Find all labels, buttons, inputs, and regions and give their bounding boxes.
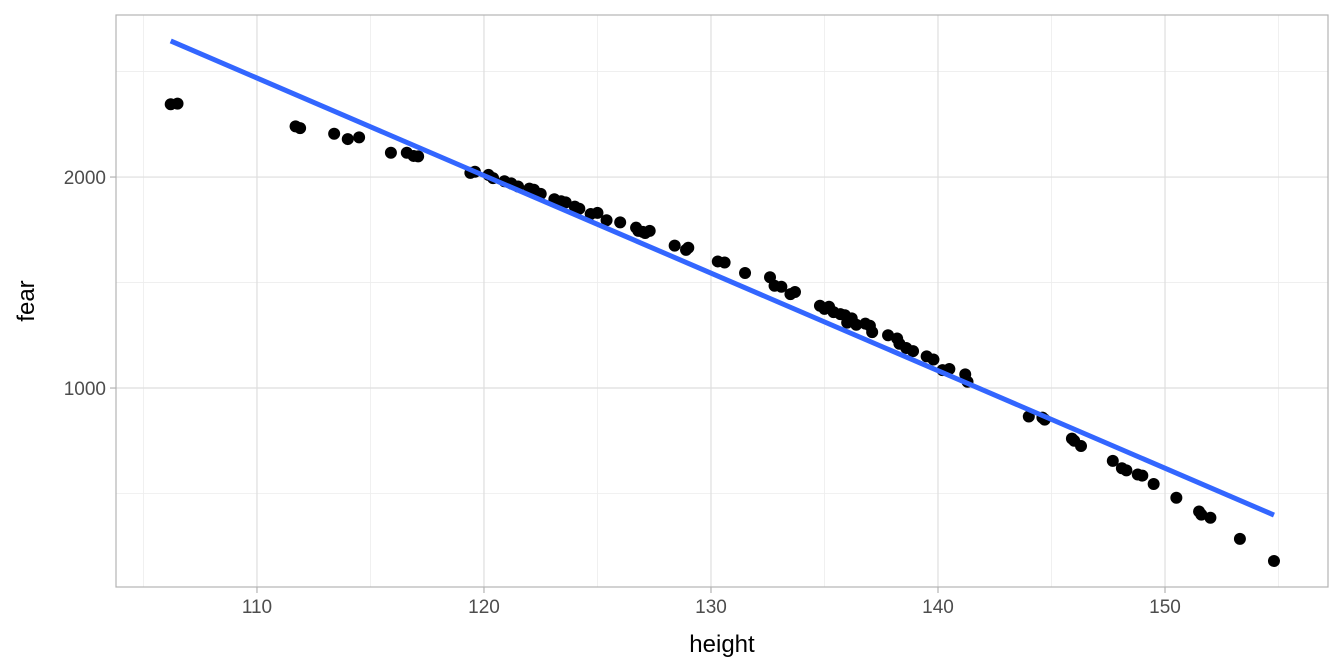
point [341, 133, 354, 146]
point [927, 353, 940, 366]
point [591, 206, 604, 219]
y-axis-title: fear [13, 280, 40, 321]
point [1106, 454, 1119, 467]
point [1204, 511, 1217, 524]
point [718, 256, 731, 269]
point [850, 318, 863, 331]
point [412, 150, 425, 163]
x-tick-label: 130 [695, 597, 727, 618]
point [1267, 555, 1280, 568]
y-tick-label: 1000 [64, 379, 106, 400]
point [739, 267, 752, 280]
x-tick-label: 150 [1149, 597, 1181, 618]
point [1147, 478, 1160, 491]
point [682, 241, 695, 254]
point [1170, 491, 1183, 504]
point [907, 345, 920, 358]
y-tick-label: 2000 [64, 168, 106, 189]
x-tick-label: 120 [468, 597, 500, 618]
point [1136, 469, 1149, 482]
point [841, 316, 854, 329]
point [1120, 464, 1133, 477]
point [1195, 508, 1208, 521]
point [639, 226, 652, 239]
point [1075, 440, 1088, 453]
point [328, 127, 341, 140]
x-tick-label: 140 [922, 597, 954, 618]
point [866, 326, 879, 339]
regression-line [169, 38, 1275, 518]
point [775, 280, 788, 293]
point [573, 202, 586, 215]
point [353, 131, 366, 144]
point [1233, 532, 1246, 545]
x-tick-label: 110 [242, 597, 272, 618]
point [559, 196, 572, 209]
point [668, 239, 681, 252]
point [614, 216, 627, 229]
point [600, 214, 613, 227]
point [294, 122, 307, 135]
panel-border [115, 14, 1329, 588]
point [882, 329, 895, 342]
point [384, 146, 397, 159]
point [171, 97, 184, 110]
x-axis-title: height [689, 631, 755, 658]
point [788, 286, 801, 299]
